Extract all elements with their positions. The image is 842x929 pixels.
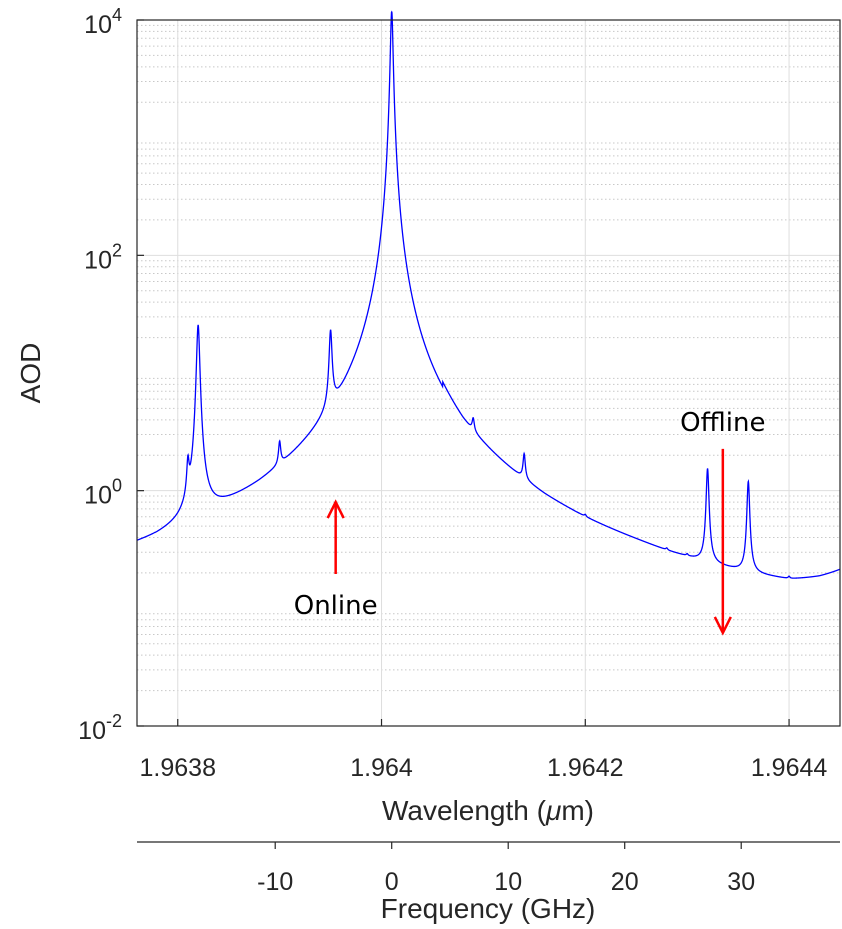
annotation-arrow-head [713, 616, 732, 636]
y-tick-label: 104 [84, 5, 122, 39]
annotations: Online Offline [294, 408, 765, 636]
x2-tick-label: 20 [611, 868, 639, 896]
x-tick-label: 1.964 [350, 754, 413, 782]
x-tick-label: 1.9642 [547, 754, 623, 782]
x2-ticks: -10 0 10 20 30 [257, 842, 755, 896]
minor-grid [137, 24, 840, 692]
secondary-x-axis-label: Frequency (GHz) [381, 893, 596, 924]
annotation-label: Offline [680, 408, 765, 438]
y-axis-label: AOD [15, 343, 46, 404]
x-tick-label: 1.9644 [751, 754, 828, 782]
y-ticks: 10-2 100 102 104 [78, 5, 144, 745]
annotation-label: Online [294, 591, 378, 621]
y-tick-label: 100 [84, 476, 122, 510]
x-tick-label: 1.9638 [140, 754, 216, 782]
x-ticks: 1.9638 1.964 1.9642 1.9644 [140, 719, 828, 782]
annotation-arrow-head [326, 499, 345, 519]
x2-tick-label: 0 [385, 868, 399, 896]
x-axis-label: Wavelength (μm) [382, 795, 594, 826]
y-tick-label: 102 [84, 240, 122, 274]
aod-series-line [136, 10, 841, 579]
x2-tick-label: 10 [494, 868, 522, 896]
x2-tick-label: -10 [257, 868, 293, 896]
plot-frame [136, 19, 841, 727]
y-tick-label: 10-2 [78, 711, 122, 745]
x2-tick-label: 30 [727, 868, 755, 896]
